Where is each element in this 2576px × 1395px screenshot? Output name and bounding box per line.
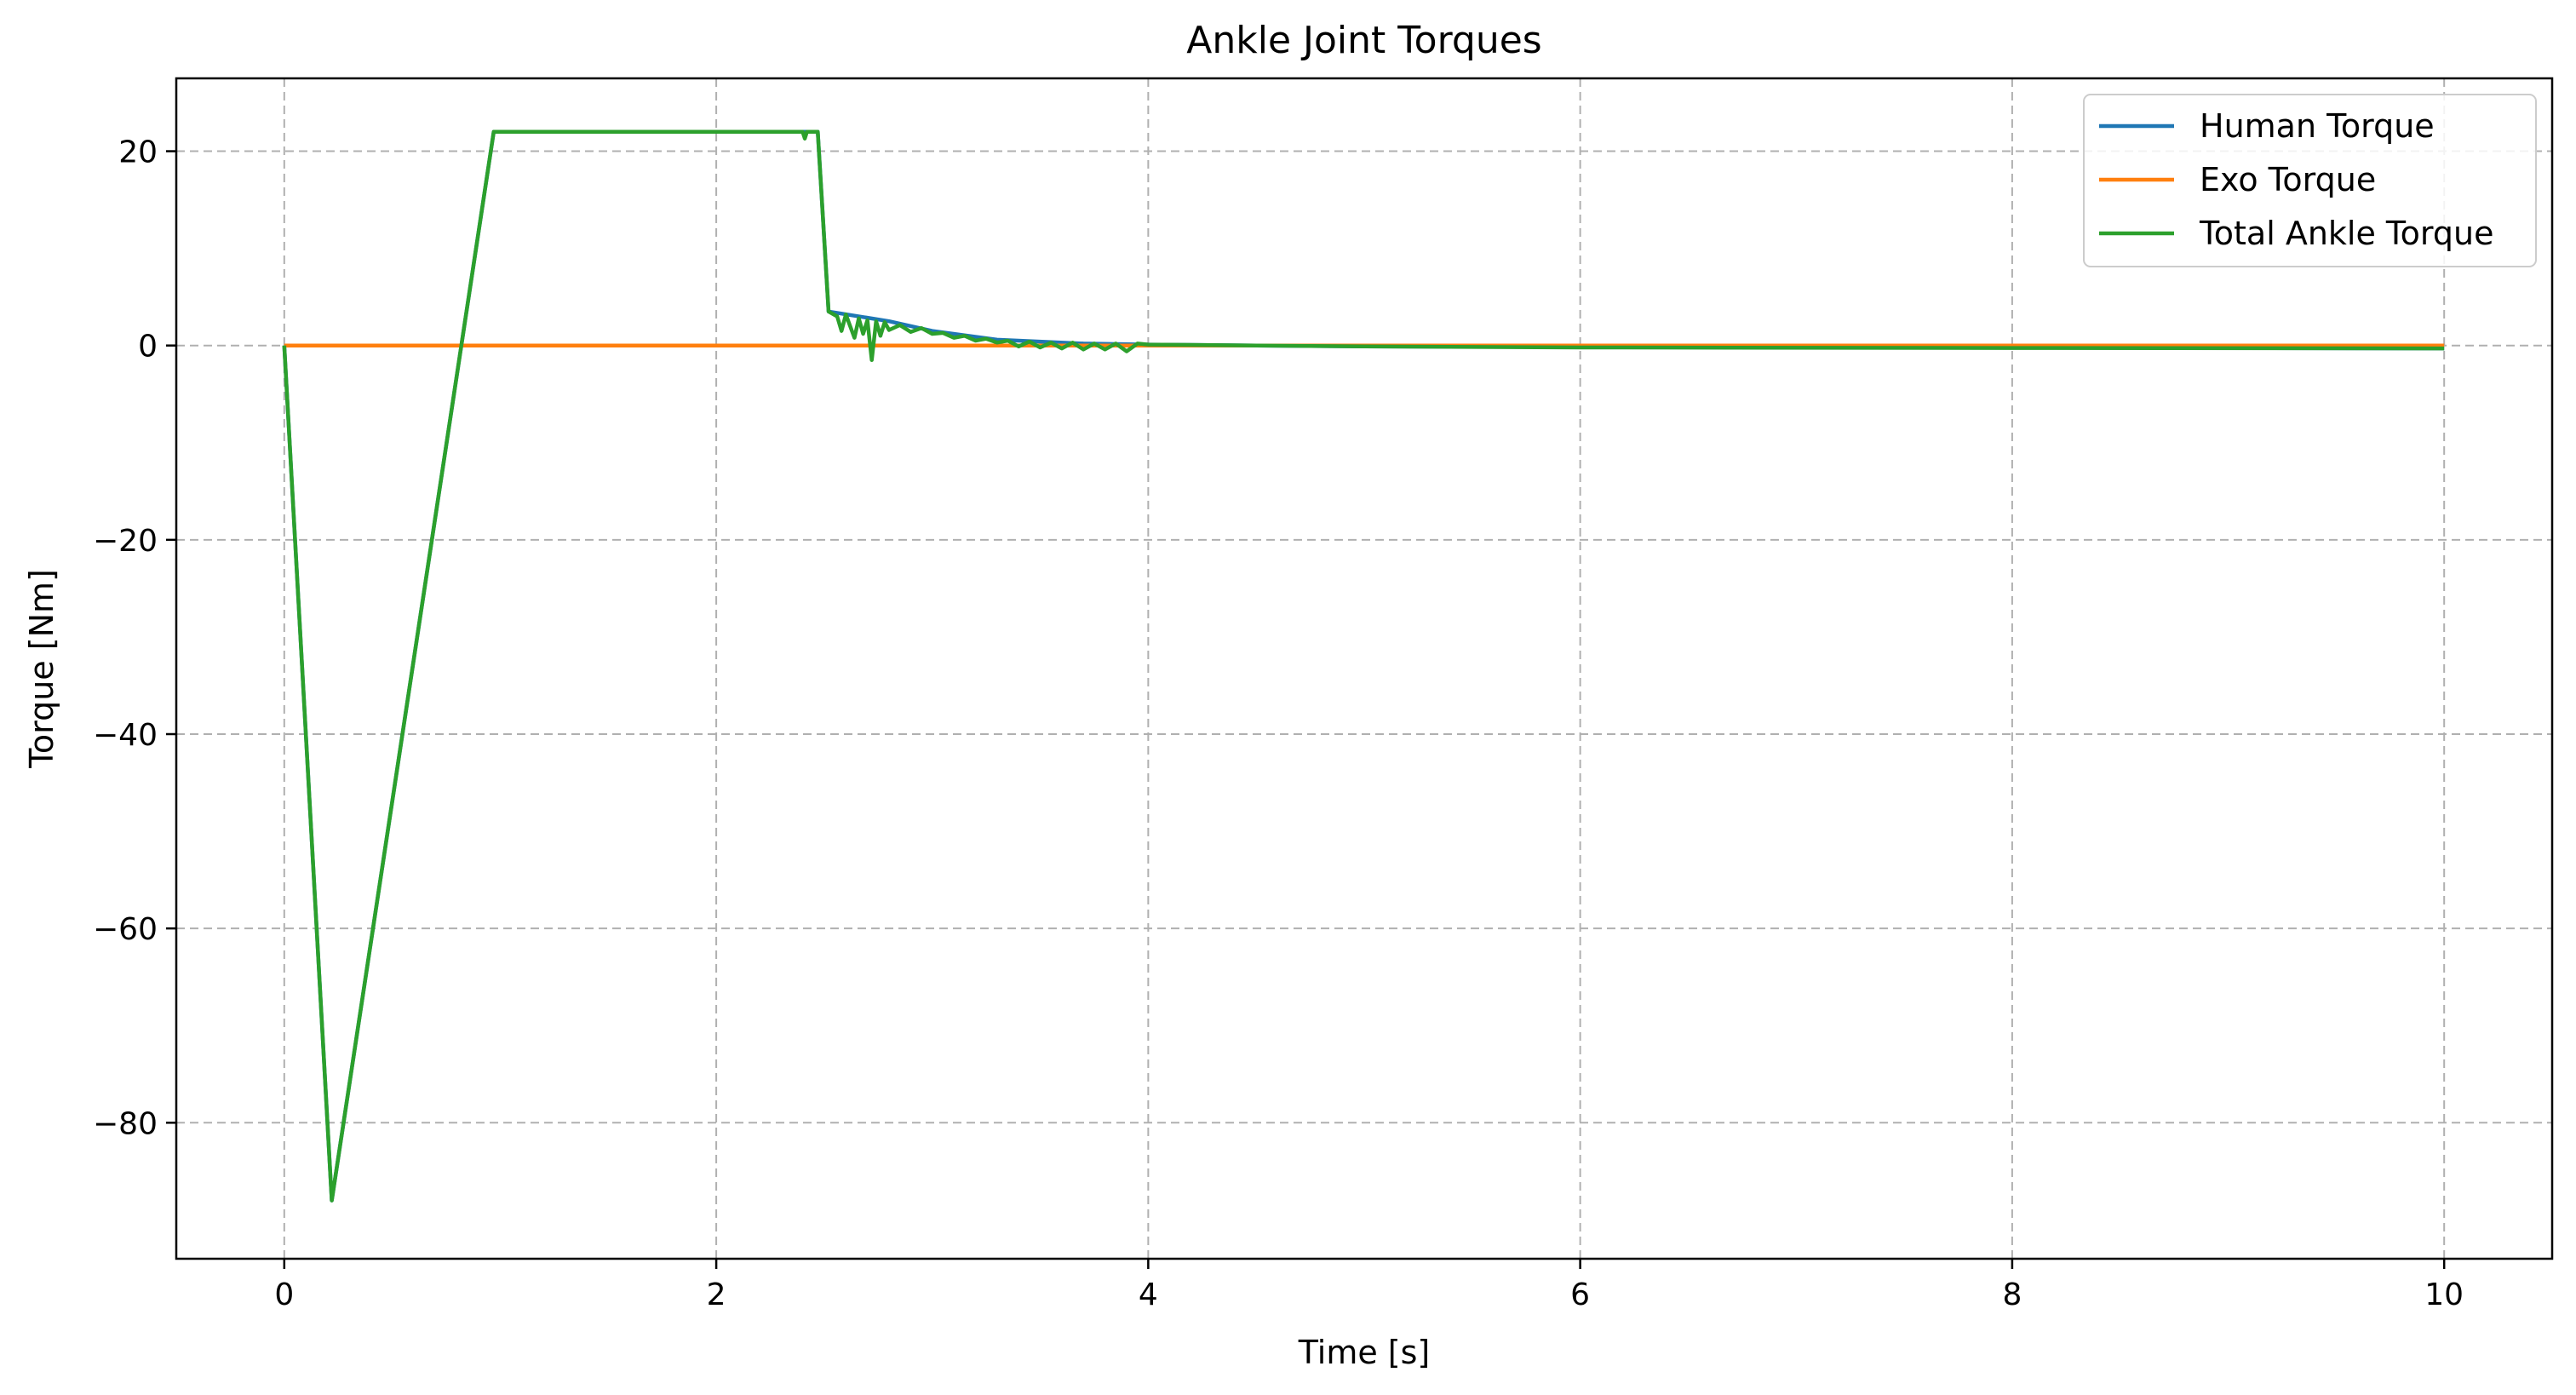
x-tick-label: 4 <box>1139 1277 1158 1312</box>
y-tick-label: 0 <box>138 330 158 365</box>
plot-frame <box>175 77 2554 1260</box>
x-tick-label: 0 <box>274 1277 294 1312</box>
y-tick-label: −20 <box>93 524 158 559</box>
y-tick-label: −60 <box>93 912 158 947</box>
x-tick-label: 2 <box>707 1277 726 1312</box>
series-line-total-ankle-torque <box>282 129 2445 1203</box>
axis-ticks: 0 2 4 6 8 10 20 0 −20 −40 −60 −80 <box>93 135 2464 1312</box>
y-tick-label: −80 <box>93 1106 158 1141</box>
y-tick-label: 20 <box>118 135 158 170</box>
legend-label: Human Torque <box>2200 107 2435 145</box>
x-tick-label: 10 <box>2424 1277 2464 1312</box>
y-tick-label: −40 <box>93 718 158 753</box>
series-lines <box>282 129 2445 1203</box>
chart-title: Ankle Joint Torques <box>1186 19 1541 62</box>
legend-box <box>2083 94 2537 267</box>
legend: Human Torque Exo Torque Total Ankle Torque <box>2083 94 2537 267</box>
legend-label: Exo Torque <box>2200 161 2376 198</box>
legend-label: Total Ankle Torque <box>2199 215 2493 252</box>
x-tick-label: 8 <box>2002 1277 2022 1312</box>
y-axis-label: Torque [Nm] <box>23 569 60 769</box>
x-axis-label: Time [s] <box>1298 1334 1431 1371</box>
x-tick-label: 6 <box>1570 1277 1590 1312</box>
